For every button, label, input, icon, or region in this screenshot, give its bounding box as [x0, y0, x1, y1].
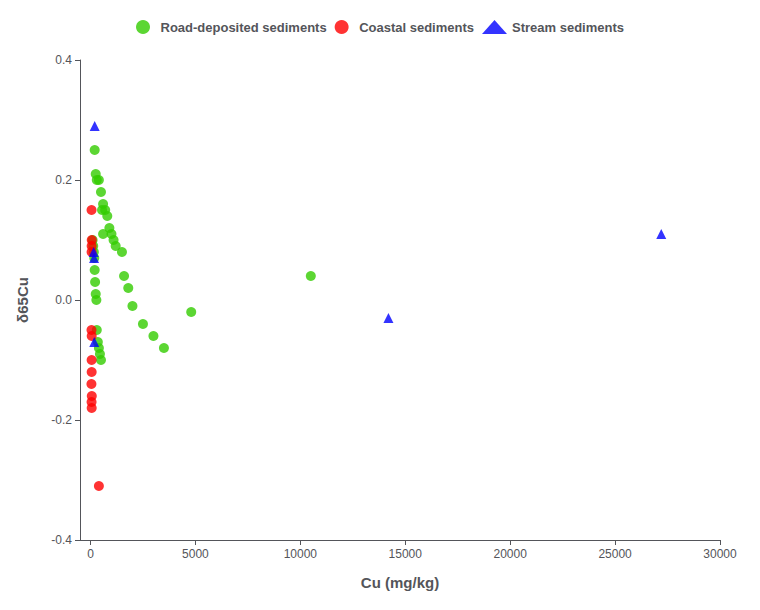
svg-text:-0.4: -0.4 [51, 533, 72, 547]
svg-text:-0.2: -0.2 [51, 413, 72, 427]
svg-text:5000: 5000 [182, 547, 209, 561]
svg-text:25000: 25000 [598, 547, 632, 561]
svg-text:15000: 15000 [389, 547, 423, 561]
svg-text:Cu (mg/kg): Cu (mg/kg) [361, 574, 439, 591]
svg-text:10000: 10000 [284, 547, 318, 561]
svg-text:Coastal sediments: Coastal sediments [359, 20, 474, 35]
svg-text:30000: 30000 [703, 547, 737, 561]
svg-text:Stream sediments: Stream sediments [512, 20, 624, 35]
svg-text:Road-deposited sediments: Road-deposited sediments [160, 20, 326, 35]
svg-text:20000: 20000 [493, 547, 527, 561]
svg-text:0: 0 [87, 547, 94, 561]
svg-text:0.0: 0.0 [55, 293, 72, 307]
svg-text:δ65Cu: δ65Cu [14, 277, 31, 323]
svg-text:0.4: 0.4 [55, 53, 72, 67]
svg-text:0.2: 0.2 [55, 173, 72, 187]
